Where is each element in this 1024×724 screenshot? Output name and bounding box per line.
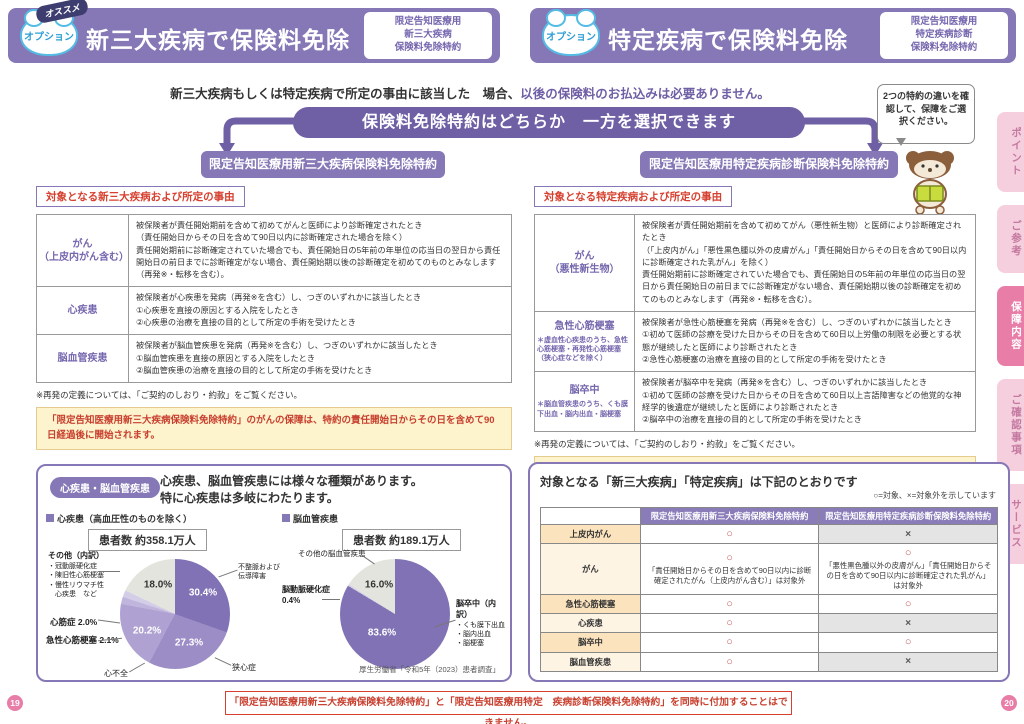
heart-disease-pie-chart [120, 559, 230, 669]
pie2-pct-other: 16.0% [364, 579, 394, 591]
pie2-patient-count: 患者数 約189.1万人 [342, 529, 461, 551]
page-title-left: 新三大疾病で保険料免除 [86, 27, 350, 53]
leader-line [98, 571, 120, 572]
pie1-pct-angina: 27.3% [174, 637, 204, 649]
pie1-pct-arrhythmia: 30.4% [188, 587, 218, 599]
heart-disease-chart-group: 心疾患（高血圧性のものを除く） 患者数 約358.1万人 30.4% 27.3%… [46, 512, 280, 678]
tab-confirmation: ご確認事項 [997, 378, 1024, 471]
pie1-legend: 心疾患（高血圧性のものを除く） [57, 514, 193, 524]
option-badge-icon: オプション [542, 9, 600, 56]
advisor-speech-bubble: 2つの特約の違いを確認して、保障をご選択ください。 [877, 84, 975, 146]
leader-line [98, 619, 120, 624]
rider-tag-right: 限定告知医療用 特定疾病診断 保険料免除特約 [880, 12, 1008, 59]
stats-heading: 心疾患、脳血管疾患には様々な種類があります。 特に心疾患は多岐にわたります。 [160, 474, 423, 505]
page-number-left: 19 [7, 695, 23, 711]
page-title-right: 特定疾病で保険料免除 [608, 27, 848, 53]
leader-line [128, 662, 146, 673]
pie1-other-title: その他（内訳） [48, 551, 104, 560]
pie1-label-cardiomyopathy: 心筋症 2.0% [50, 617, 98, 627]
cerebrovascular-pie-chart [340, 559, 450, 669]
leader-line [214, 657, 232, 666]
pie1-pct-other: 18.0% [143, 579, 173, 591]
pie1-label-heart-failure: 心不全 [104, 669, 128, 678]
leader-line [218, 569, 238, 578]
recurrence-footnote: ※再発の定義については、「ご契約のしおり・約款」をご覧ください。 [534, 439, 800, 450]
table-row: 急性心筋梗塞 ＊虚血性心疾患のうち、急性心筋梗塞・再発性心筋梗塞（狭心症などを除… [534, 311, 976, 373]
table-row: 上皮内がん ○ × [540, 523, 998, 545]
recurrence-footnote: ※再発の定義については、「ご契約のしおり・約款」をご覧ください。 [36, 390, 302, 401]
col-header-specified: 限定告知医療用特定疾病診断保険料免除特約 [818, 507, 998, 525]
rider-pill-right: 限定告知医療用特定疾病診断保険料免除特約 [640, 151, 898, 178]
table-row: 脳血管疾患 被保険者が脳血管疾患を発病（再発※を含む）し、つぎのいずれかに該当し… [36, 334, 512, 384]
tanuki-mascot-icon [906, 151, 954, 214]
header-specified-diseases: オプション 特定疾病で保険料免除 限定告知医療用 特定疾病診断 保険料免除特約 [530, 8, 1016, 63]
table-row: 急性心筋梗塞 ○ ○ [540, 593, 998, 614]
arrow-down-left-icon [219, 117, 302, 156]
pie1-pct-heart-failure: 20.2% [132, 625, 162, 637]
conditions-table-right: がん （悪性新生物） 被保険者が責任開始期前を含めて初めてがん（悪性新生物）と医… [534, 213, 976, 433]
coverage-comparison-box: 対象となる「新三大疾病」「特定疾病」は下記のとおりです ○=対象、×=対象外を示… [528, 462, 1010, 682]
tab-coverage-active: 保障内容 [997, 285, 1024, 366]
comparison-table: 限定告知医療用新三大疾病保険料免除特約 限定告知医療用特定疾病診断保険料免除特約… [540, 507, 998, 672]
comparison-title: 対象となる「新三大疾病」「特定疾病」は下記のとおりです [540, 475, 858, 489]
col-header-new-three: 限定告知医療用新三大疾病保険料免除特約 [639, 507, 820, 525]
rider-tag-left: 限定告知医療用 新三大疾病 保険料免除特約 [364, 12, 492, 59]
disease-statistics-box: 心疾患・脳血管疾患 心疾患、脳血管疾患には様々な種類があります。 特に心疾患は多… [36, 464, 512, 682]
pie2-pct-stroke: 83.6% [367, 627, 397, 639]
pie1-label-ami: 急性心筋梗塞 2.1% [46, 635, 119, 645]
pie2-stroke-title: 脳卒中（内訳） [456, 599, 496, 619]
section-new-three-diseases: 対象となる新三大疾病および所定の事由 がん （上皮内がん含む） 被保険者が責任開… [36, 186, 512, 450]
section-specified-diseases: 対象となる特定疾病および所定の事由 がん （悪性新生物） 被保険者が責任開始期前… [534, 186, 976, 499]
legend-square-icon [46, 514, 54, 522]
pie2-label-other: その他の脳血管疾患 [298, 549, 366, 558]
tab-reference: ご参考 [997, 205, 1024, 273]
legend-square-icon [282, 514, 290, 522]
table-row: 脳卒中 ○ ○ [540, 632, 998, 653]
mutual-exclusion-banner: 「限定告知医療用新三大疾病保険料免除特約」と「限定告知医療用特定 疾病診断保険料… [225, 691, 792, 724]
stats-badge: 心疾患・脳血管疾患 [50, 477, 160, 498]
leader-line [322, 599, 340, 600]
table-row: がん ○ 「責任開始日からその日を含めて90日以内に診断確定されたがん（上皮内がん… [540, 543, 998, 595]
pie1-label-angina: 狭心症 [232, 663, 256, 672]
comparison-legend: ○=対象、×=対象外を示しています [873, 491, 996, 500]
table-row: 脳血管疾患 ○ × [540, 651, 998, 672]
cerebrovascular-chart-group: 脳血管疾患 患者数 約189.1万人 16.0% 83.6% その他の脳血管疾患… [282, 512, 506, 672]
table-row: 心疾患 被保険者が心疾患を発病（再発※を含む）し、つぎのいずれかに該当したとき … [36, 286, 512, 336]
table-row: 心疾患 ○ × [540, 612, 998, 634]
leader-line [361, 554, 375, 565]
rider-pill-left: 限定告知医療用新三大疾病保険料免除特約 [201, 151, 445, 178]
section-label-right: 対象となる特定疾病および所定の事由 [534, 186, 733, 207]
tab-point: ポイント [997, 112, 1024, 192]
section-label-left: 対象となる新三大疾病および所定の事由 [36, 186, 245, 207]
table-row: がん （悪性新生物） 被保険者が責任開始期前を含めて初めてがん（悪性新生物）と医… [534, 213, 976, 313]
table-row: 脳卒中 ＊脳血管疾患のうち、くも膜下出血・脳内出血・脳梗塞 被保険者が脳卒中を発… [534, 371, 976, 433]
conditions-table-left: がん （上皮内がん含む） 被保険者が責任開始期前を含めて初めてがんと医師により診… [36, 213, 512, 384]
side-tab-strip: ポイント ご参考 保障内容 ご確認事項 サービス [997, 112, 1024, 564]
waiting-period-highlight-left: 「限定告知医療用新三大疾病保険料免除特約」のがんの保障は、特約の責任開始日からそ… [36, 407, 512, 450]
selector-banner: 保険料免除特約はどちらか 一方を選択できます [293, 107, 805, 138]
data-source: 厚生労働省「令和5年（2023）患者調査」 [359, 665, 500, 674]
pie2-stroke-items: ・くも膜下出血 ・脳内出血 ・脳梗塞 [456, 621, 505, 648]
pie2-legend: 脳血管疾患 [293, 514, 339, 524]
pie1-label-arrhythmia: 不整脈および 伝導障害 [238, 564, 280, 581]
intro-sentence: 新三大疾病もしくは特定疾病で所定の事由に該当した 場合、以後の保険料のお払込みは… [170, 87, 770, 101]
table-header-row: 限定告知医療用新三大疾病保険料免除特約 限定告知医療用特定疾病診断保険料免除特約 [540, 507, 998, 525]
pie1-patient-count: 患者数 約358.1万人 [88, 529, 207, 551]
pie1-other-items: ・冠動脈硬化症 ・陳旧性心筋梗塞 ・慢性リウマチ性 心疾患 など [48, 562, 104, 599]
pie2-label-arterio: 脳動脈硬化症 0.4% [282, 585, 330, 605]
page-number-right: 20 [1001, 695, 1017, 711]
arrow-down-right-icon [800, 117, 883, 156]
table-row: がん （上皮内がん含む） 被保険者が責任開始期前を含めて初めてがんと医師により診… [36, 213, 512, 288]
header-new-three-diseases: オススメ オプション 新三大疾病で保険料免除 限定告知医療用 新三大疾病 保険料… [8, 0, 500, 63]
